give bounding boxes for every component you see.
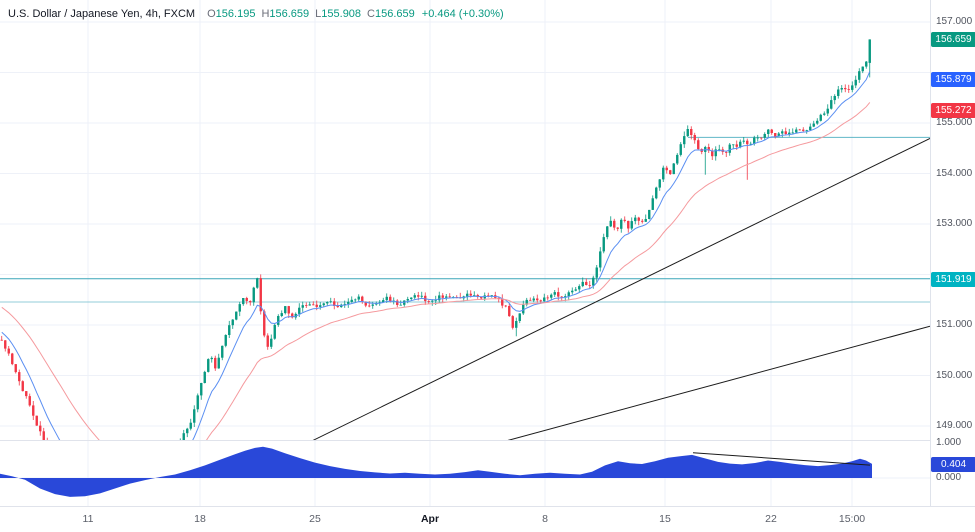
time-label: 22 (765, 513, 777, 525)
time-label: 25 (309, 513, 321, 525)
ohlc-value: 156.195 (215, 8, 256, 20)
trend-line-2[interactable] (507, 325, 930, 440)
time-label: Apr (420, 513, 440, 525)
ohlc-label: L (315, 8, 322, 20)
ma-fast-line (1, 71, 871, 440)
ohlc-values: O156.195 H156.659 L155.908 C156.659 (201, 8, 415, 20)
symbol-legend[interactable]: U.S. Dollar / Japanese Yen, 4h, FXCM O156… (8, 8, 504, 20)
pane-separator[interactable] (0, 440, 975, 441)
change-value: +0.464 (+0.30%) (421, 8, 504, 20)
time-axis-separator (0, 506, 975, 507)
time-label: 18 (194, 513, 206, 525)
time-label: 15 (659, 513, 671, 525)
axis-tick: 157.000 (936, 16, 973, 28)
ohlc-label: H (261, 8, 270, 20)
time-label: 11 (82, 513, 94, 525)
axis-tick: 151.000 (936, 319, 973, 331)
indicator-canvas[interactable] (0, 441, 930, 506)
main-chart-canvas[interactable] (0, 0, 930, 440)
axis-tick: 153.000 (936, 218, 973, 230)
time-label: 15:00 (838, 513, 866, 525)
axis-tick: 149.000 (936, 420, 973, 432)
ohlc-value: 155.908 (321, 8, 362, 20)
ohlc-value: 156.659 (375, 8, 415, 20)
ma-slow-line (1, 102, 871, 440)
axis-tick: 1.000 (936, 437, 962, 448)
indicator-trend-line[interactable] (692, 452, 871, 466)
axis-tick: 154.000 (936, 167, 973, 179)
axis-tick: 150.000 (936, 369, 973, 381)
candlestick-series (0, 39, 871, 440)
price-axis[interactable]: 157.000 155.000 154.000 153.000 151.000 150.0… (930, 0, 975, 506)
axis-tick: 155.000 (936, 117, 973, 129)
time-label: 8 (542, 513, 548, 525)
indicator-area (0, 446, 872, 497)
ohlc-label: O (207, 8, 216, 20)
last-price-badge: 156.659 (931, 32, 975, 48)
time-axis[interactable]: 11 18 25 Apr 8 15 22 15:00 (0, 507, 930, 532)
indicator-value-badge: 0.404 (931, 456, 975, 472)
trend-line-1[interactable] (312, 137, 930, 440)
level-price-badge: 151.919 (931, 271, 975, 287)
horizontal-lines[interactable] (0, 136, 930, 303)
grid (0, 0, 930, 440)
ma-fast-badge: 155.879 (931, 71, 975, 87)
ma-slow-badge: 155.272 (931, 102, 975, 118)
axis-tick: 0.000 (936, 472, 962, 483)
symbol-title: U.S. Dollar / Japanese Yen, 4h, FXCM (8, 8, 196, 20)
ohlc-label: C (367, 8, 375, 20)
ohlc-value: 156.659 (269, 8, 310, 20)
